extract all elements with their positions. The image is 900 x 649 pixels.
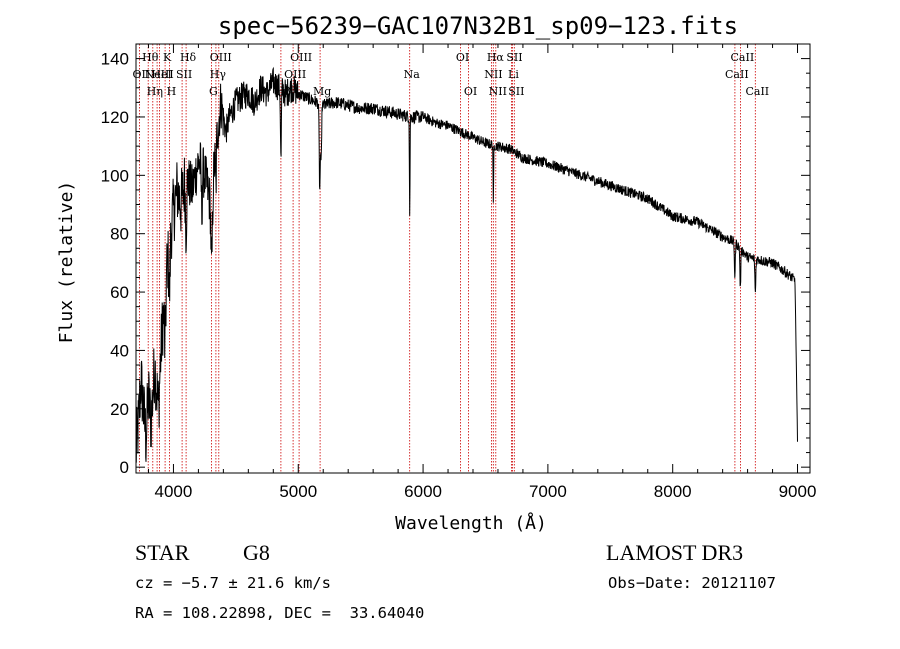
line-label-25: CaII bbox=[725, 68, 749, 81]
survey-name: LAMOST DR3 bbox=[606, 540, 744, 565]
line-label-19: NII bbox=[484, 68, 502, 81]
line-label-5: K bbox=[163, 51, 172, 64]
line-label-11: OIII bbox=[210, 51, 232, 64]
line-label-12: Hβ bbox=[275, 85, 291, 98]
y-axis-label: Flux (relative) bbox=[56, 181, 77, 344]
line-label-7: SII bbox=[176, 68, 192, 81]
spectrum-series bbox=[135, 66, 798, 463]
observation-date: Obs−Date: 20121107 bbox=[608, 574, 776, 592]
line-label-15: Mg bbox=[313, 85, 331, 98]
y-tick-label: 0 bbox=[120, 458, 129, 477]
x-tick-label: 5000 bbox=[279, 482, 317, 501]
y-tick-label: 40 bbox=[110, 341, 129, 360]
line-label-26: CaII bbox=[731, 51, 755, 64]
line-label-22: Li bbox=[508, 68, 519, 81]
line-label-9: G bbox=[209, 85, 218, 98]
y-tick-label: 80 bbox=[110, 225, 129, 244]
line-label-18: OI bbox=[464, 85, 477, 98]
x-tick-label: 6000 bbox=[404, 482, 442, 501]
emission-line-markers bbox=[138, 44, 756, 473]
line-label-24: SII bbox=[508, 85, 524, 98]
line-label-20: Hα bbox=[487, 51, 505, 64]
chart-title: spec−56239−GAC107N32B1_sp09−123.fits bbox=[218, 12, 738, 40]
axis-ticks: 4000 5000 6000 7000 8000 9000 0 20 40 60 80 100 120 1… bbox=[101, 44, 817, 501]
y-tick-label: 20 bbox=[110, 400, 129, 419]
y-tick-label: 140 bbox=[101, 50, 129, 69]
y-tick-label: 120 bbox=[101, 108, 129, 127]
spectrum-line bbox=[135, 66, 798, 463]
x-tick-label: 9000 bbox=[779, 482, 817, 501]
line-label-21: NII bbox=[489, 85, 507, 98]
line-label-14: OIII bbox=[290, 51, 312, 64]
object-class: STAR bbox=[135, 540, 190, 565]
y-tick-label: 100 bbox=[101, 166, 129, 185]
plot-frame bbox=[135, 43, 811, 474]
x-tick-label: 4000 bbox=[155, 482, 193, 501]
line-label-0: OII bbox=[133, 68, 151, 81]
x-tick-label: 8000 bbox=[654, 482, 692, 501]
line-label-6: H bbox=[167, 85, 177, 98]
line-label-13: OIII bbox=[284, 68, 306, 81]
redshift-cz: cz = −5.7 ± 21.6 km/s bbox=[135, 574, 331, 592]
line-label-16: Na bbox=[404, 68, 421, 81]
ra-dec: RA = 108.22898, DEC = 33.64040 bbox=[135, 604, 425, 622]
line-label-3: NeIII bbox=[145, 68, 174, 81]
line-label-8: Hδ bbox=[180, 51, 197, 64]
line-label-17: OI bbox=[456, 51, 469, 64]
line-label-27: CaII bbox=[745, 85, 769, 98]
x-tick-label: 7000 bbox=[529, 482, 567, 501]
x-axis-label: Wavelength (Å) bbox=[395, 512, 547, 534]
line-label-2: Hη bbox=[147, 85, 163, 98]
line-label-23: SII bbox=[506, 51, 522, 64]
y-tick-label: 60 bbox=[110, 283, 129, 302]
line-label-10: Hγ bbox=[210, 68, 227, 81]
line-label-4: HeI bbox=[151, 68, 171, 81]
object-subclass: G8 bbox=[243, 540, 270, 565]
line-label-1: Hθ bbox=[142, 51, 159, 64]
